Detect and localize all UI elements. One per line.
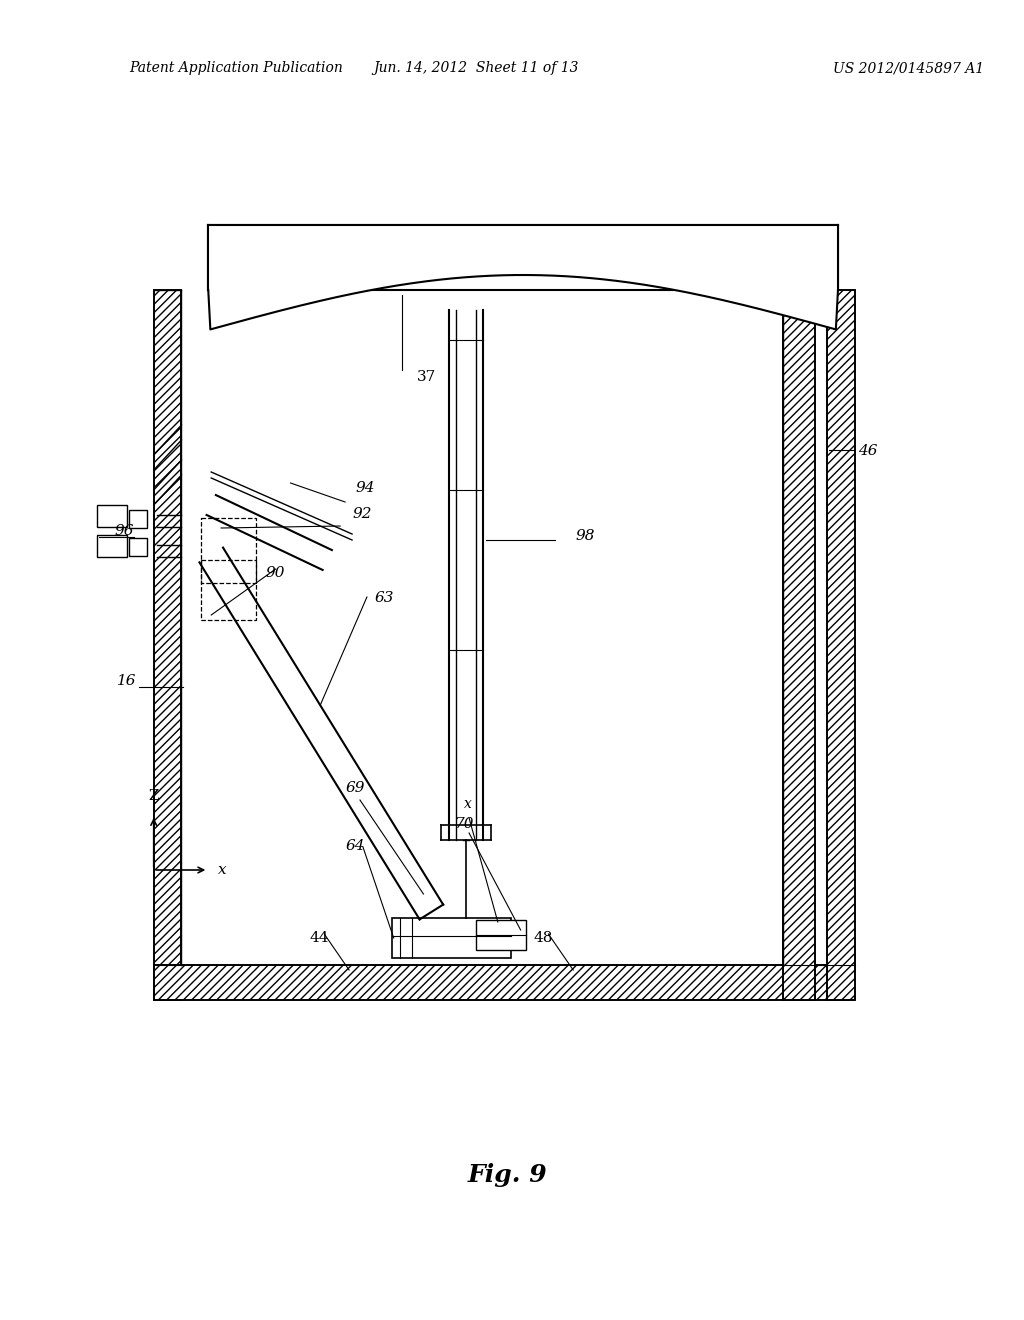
Bar xyxy=(827,290,855,1001)
Bar xyxy=(129,510,146,528)
Text: x: x xyxy=(218,863,226,876)
Bar xyxy=(208,224,838,290)
Text: 46: 46 xyxy=(858,444,878,458)
Text: x: x xyxy=(464,797,472,810)
Bar xyxy=(476,920,525,950)
Text: 69: 69 xyxy=(345,781,365,795)
Bar xyxy=(783,290,815,1001)
Text: 16: 16 xyxy=(117,675,136,688)
Bar xyxy=(154,290,181,1001)
Text: 63: 63 xyxy=(375,591,394,605)
Text: 48: 48 xyxy=(534,931,553,945)
Text: Z: Z xyxy=(148,789,159,803)
Text: 92: 92 xyxy=(352,507,372,521)
Text: Fig. 9: Fig. 9 xyxy=(468,1163,548,1187)
Bar xyxy=(154,290,181,1001)
Bar xyxy=(827,290,855,1001)
Text: 37: 37 xyxy=(417,370,436,384)
Text: Jun. 14, 2012  Sheet 11 of 13: Jun. 14, 2012 Sheet 11 of 13 xyxy=(374,61,579,75)
Text: 70: 70 xyxy=(455,817,474,832)
Text: 90: 90 xyxy=(266,566,286,579)
Bar xyxy=(154,965,848,1001)
Polygon shape xyxy=(208,224,838,330)
Bar xyxy=(97,506,127,527)
Bar xyxy=(783,290,815,1001)
Bar xyxy=(181,290,783,965)
Bar xyxy=(202,517,256,583)
Bar xyxy=(154,965,848,1001)
Text: 94: 94 xyxy=(355,480,375,495)
Text: 96: 96 xyxy=(114,524,133,539)
Bar xyxy=(202,560,256,620)
Bar xyxy=(129,539,146,556)
Text: 98: 98 xyxy=(575,529,595,543)
Bar xyxy=(392,917,511,958)
Text: 64: 64 xyxy=(345,840,365,853)
Text: US 2012/0145897 A1: US 2012/0145897 A1 xyxy=(833,61,984,75)
Text: Patent Application Publication: Patent Application Publication xyxy=(129,61,343,75)
Text: 44: 44 xyxy=(309,931,329,945)
Bar xyxy=(97,535,127,557)
